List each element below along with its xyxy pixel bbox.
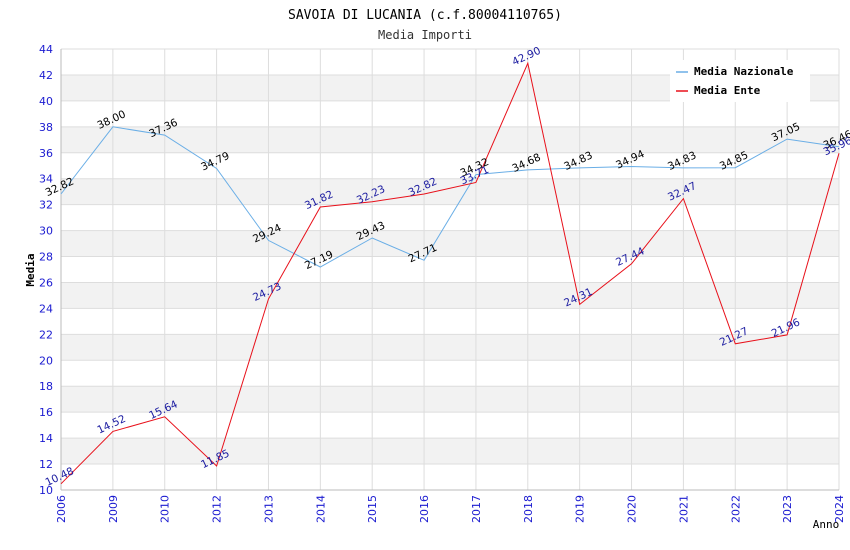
chart-subtitle: Media Importi <box>378 28 472 42</box>
legend-box <box>670 60 810 102</box>
y-tick-label: 38 <box>39 121 53 134</box>
y-tick-label: 32 <box>39 199 53 212</box>
data-label: 42.90 <box>510 45 542 69</box>
y-tick-label: 28 <box>39 251 53 264</box>
x-tick-label: 2013 <box>262 495 275 523</box>
x-tick-label: 2017 <box>470 495 483 523</box>
y-tick-label: 44 <box>39 43 53 56</box>
x-tick-label: 2019 <box>574 495 587 523</box>
plot-band <box>61 282 839 309</box>
x-axis-ticks: 2006 2009 2010 2012 2013 2014 2015 2016 2017 2018… <box>55 495 846 523</box>
x-tick-label: 2022 <box>729 495 742 523</box>
y-tick-label: 16 <box>39 406 53 419</box>
y-tick-label: 12 <box>39 458 53 471</box>
grid-lines <box>60 48 840 491</box>
y-tick-label: 22 <box>39 328 53 341</box>
plot-band <box>61 334 839 361</box>
legend: Media Nazionale Media Ente <box>670 60 810 102</box>
y-tick-label: 24 <box>39 302 53 315</box>
x-tick-label: 2018 <box>522 495 535 523</box>
y-tick-label: 18 <box>39 380 53 393</box>
x-axis-label: Anno <box>813 518 840 531</box>
x-tick-label: 2015 <box>366 495 379 523</box>
plot-band <box>61 230 839 257</box>
y-axis-label: Media <box>24 253 37 286</box>
plot-band <box>61 126 839 153</box>
x-tick-label: 2006 <box>55 495 68 523</box>
data-label: 34.79 <box>199 150 231 174</box>
data-label: 34.68 <box>510 151 542 175</box>
y-tick-label: 26 <box>39 276 53 289</box>
y-tick-label: 34 <box>39 173 53 186</box>
x-tick-label: 2024 <box>833 495 846 523</box>
series-line-ente <box>60 61 840 485</box>
plot-band <box>61 178 839 205</box>
x-tick-label: 2016 <box>418 495 431 523</box>
x-tick-label: 2012 <box>211 495 224 523</box>
plot-bands <box>61 74 839 465</box>
x-tick-label: 2023 <box>781 495 794 523</box>
y-tick-label: 20 <box>39 354 53 367</box>
y-tick-label: 30 <box>39 225 53 238</box>
chart-title: SAVOIA DI LUCANIA (c.f.80004110765) <box>288 8 562 23</box>
y-tick-label: 42 <box>39 69 53 82</box>
series-line-nazionale <box>60 126 840 268</box>
y-tick-label: 14 <box>39 432 53 445</box>
x-tick-label: 2010 <box>159 495 172 523</box>
legend-label-nazionale: Media Nazionale <box>694 65 794 78</box>
y-tick-label: 36 <box>39 147 53 160</box>
x-tick-label: 2020 <box>626 495 639 523</box>
x-tick-label: 2021 <box>677 495 690 523</box>
x-tick-label: 2009 <box>107 495 120 523</box>
y-axis-ticks: 10 12 14 16 18 20 22 24 26 28 30 32 34 36 38 40 42 44 <box>39 43 53 497</box>
y-tick-label: 40 <box>39 95 53 108</box>
y-tick-label: 10 <box>39 484 53 497</box>
plot-band <box>61 386 839 413</box>
x-tick-label: 2014 <box>314 495 327 523</box>
legend-label-ente: Media Ente <box>694 84 761 97</box>
plot-band <box>61 438 839 465</box>
data-series <box>60 61 840 485</box>
